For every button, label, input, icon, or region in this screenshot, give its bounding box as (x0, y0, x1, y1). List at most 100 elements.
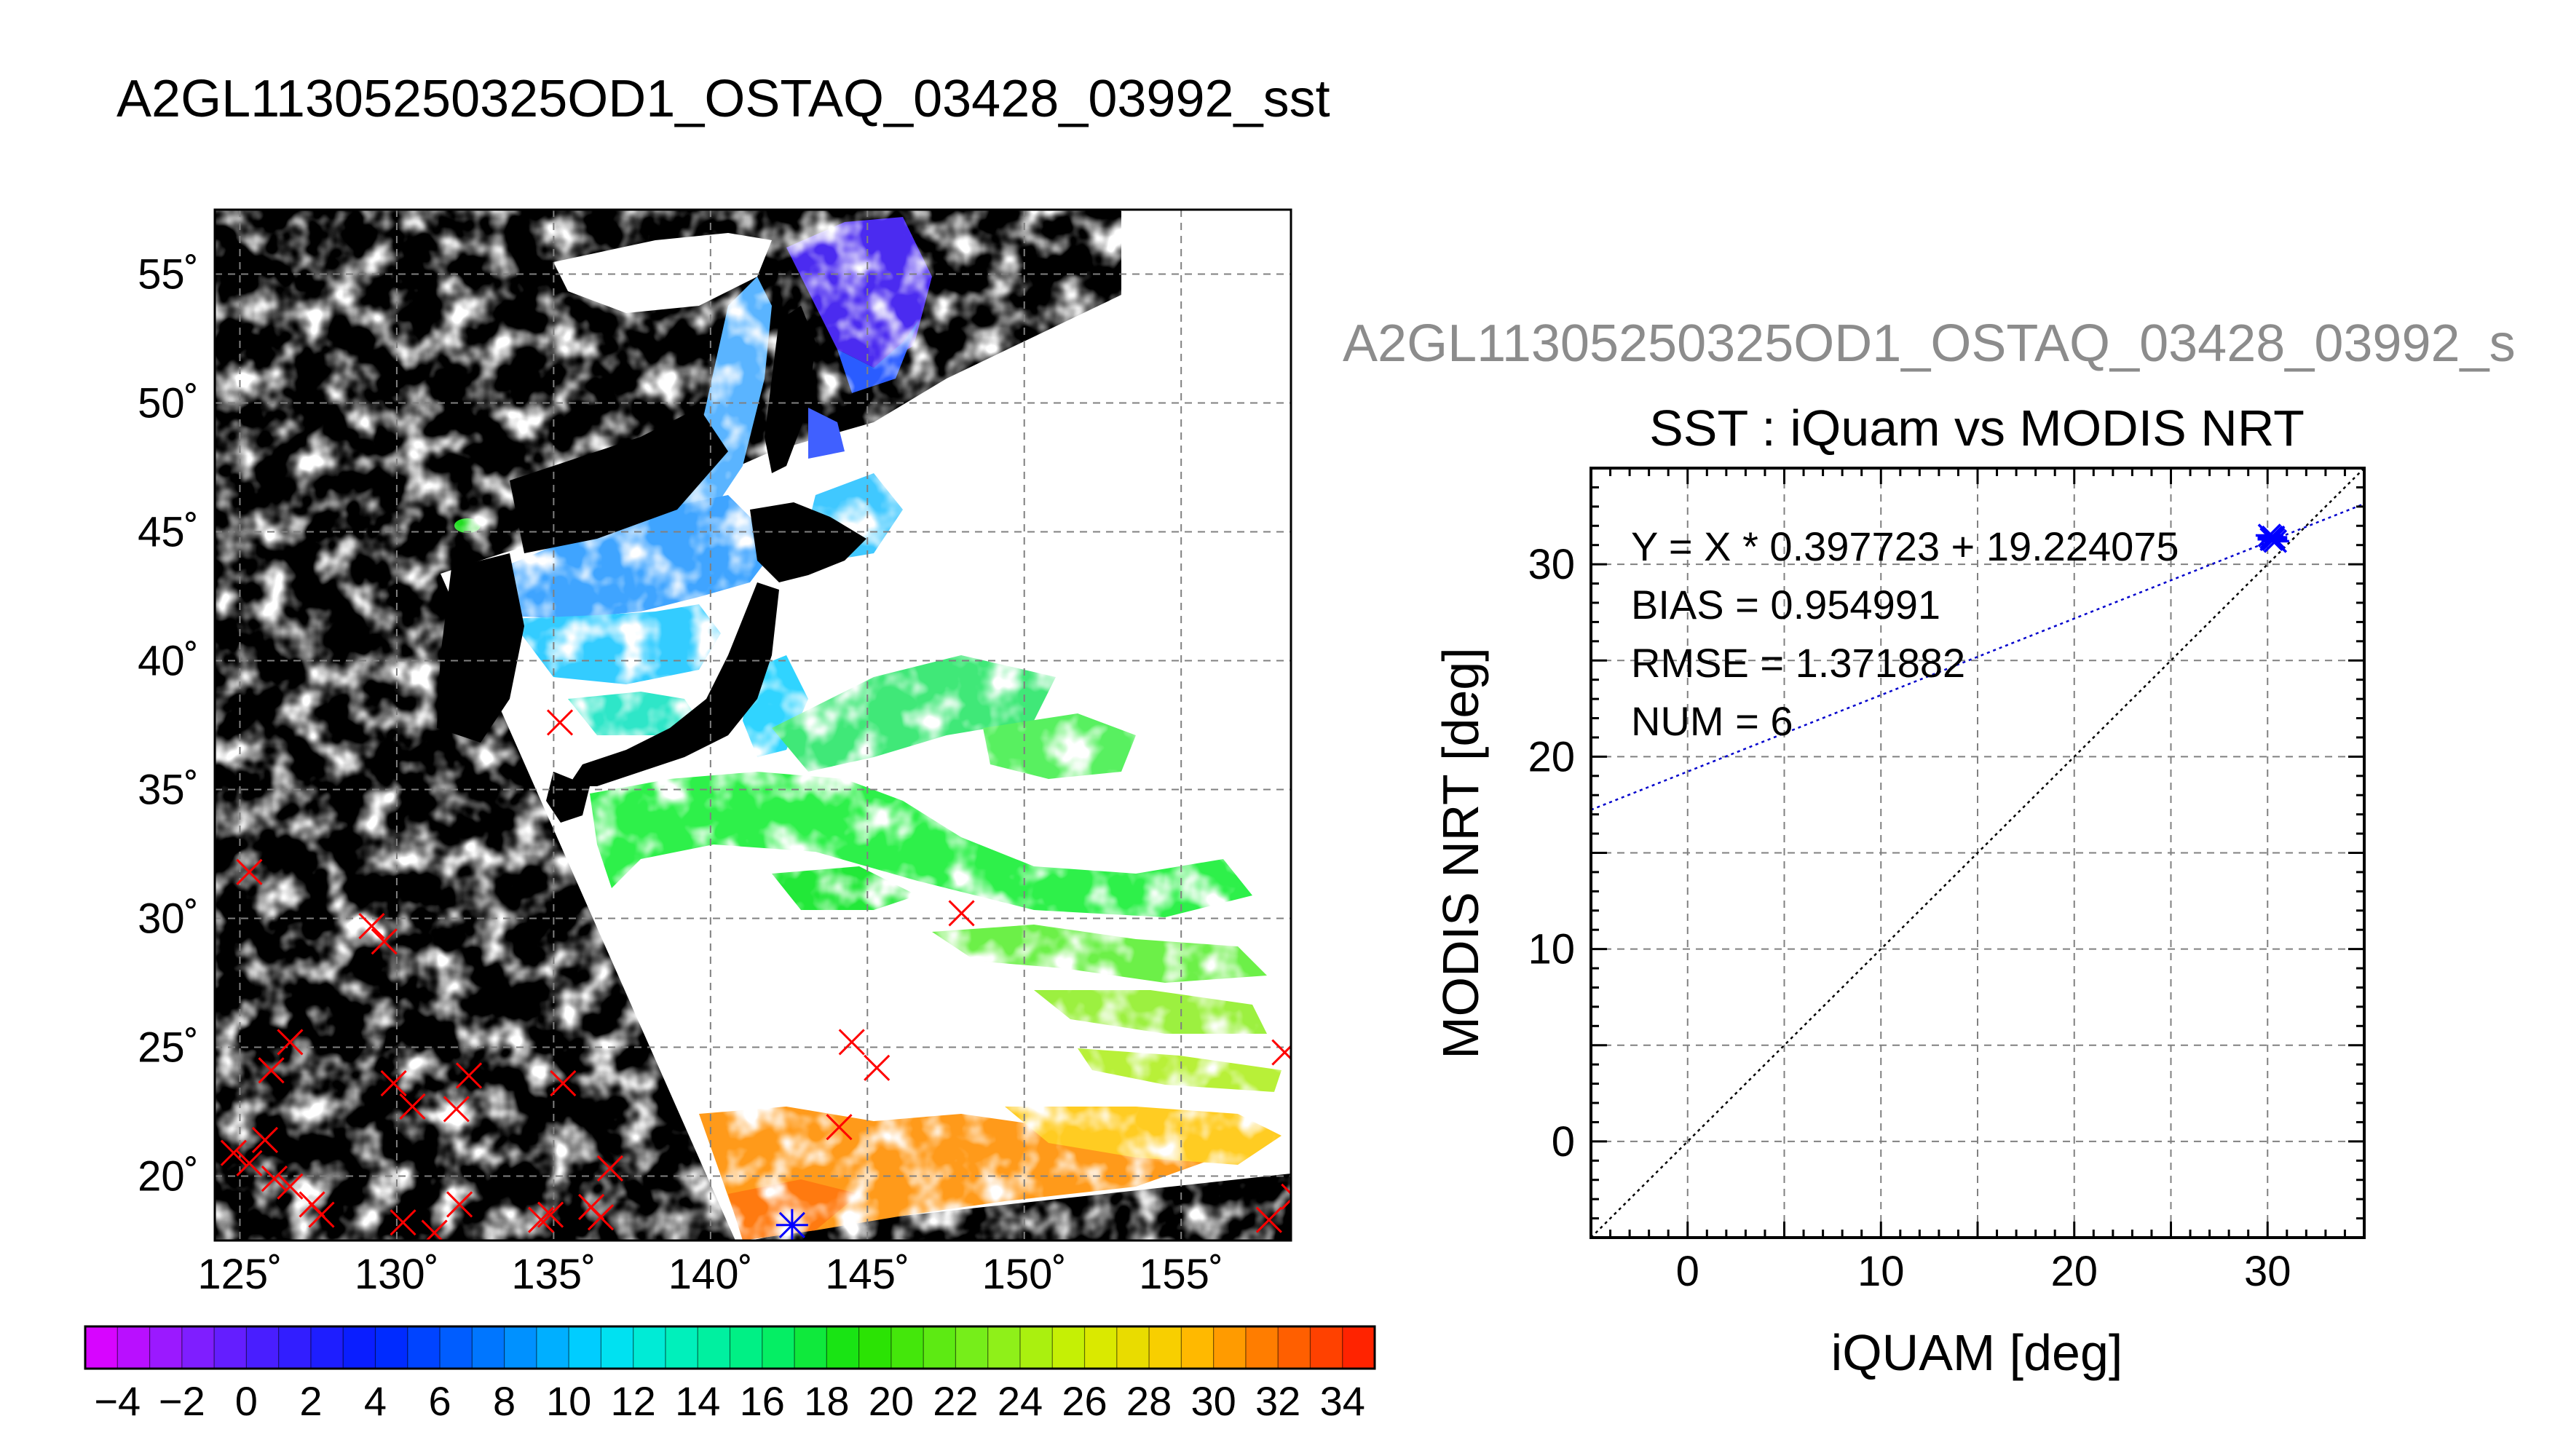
lon-tick-label: 125˚ (197, 1251, 282, 1298)
sst-region-okhotsk-inner (553, 233, 772, 313)
insitu-marker (261, 1165, 288, 1192)
map-lat-labels: 55˚ 50˚ 45˚ 40˚ 35˚ 30˚ 25˚ 20˚ (138, 251, 199, 1200)
colorbar-tick-label: 18 (804, 1378, 849, 1424)
scatter-grid (1591, 468, 2364, 1238)
insitu-marker (443, 1096, 470, 1123)
colorbar-tick-label: 22 (933, 1378, 978, 1424)
colorbar-segment (246, 1326, 280, 1369)
insitu-marker (1281, 1183, 1291, 1210)
insitu-marker (826, 1114, 853, 1141)
colorbar-segment (1084, 1326, 1118, 1369)
lon-tick-label: 140˚ (668, 1251, 753, 1298)
lon-tick-label: 150˚ (982, 1251, 1067, 1298)
x-tick-label: 20 (2050, 1248, 2098, 1295)
land (437, 306, 866, 823)
insitu-marker (308, 1201, 335, 1228)
colorbar-segment (891, 1326, 924, 1369)
cloud-mask (215, 210, 1291, 1241)
y-tick-labels: 0 10 20 30 (1528, 541, 1575, 1166)
insitu-marker (421, 1219, 448, 1241)
y-tick-label: 20 (1528, 733, 1575, 780)
colorbar-segment (601, 1326, 634, 1369)
colorbar-segment (536, 1326, 569, 1369)
y-tick-label: 30 (1528, 541, 1575, 588)
colorbar-tick-label: 8 (493, 1378, 516, 1424)
colorbar-tick-label: −4 (94, 1378, 141, 1424)
colorbar-segment (794, 1326, 827, 1369)
colorbar-segment (278, 1326, 312, 1369)
insitu-marker (948, 900, 975, 927)
map-lon-labels: 125˚ 130˚ 135˚ 140˚ 145˚ 150˚ 155˚ (197, 1251, 1223, 1298)
colorbar-segment (375, 1326, 408, 1369)
colorbar-segment (923, 1326, 957, 1369)
lon-tick-label: 130˚ (355, 1251, 439, 1298)
lon-tick-label: 135˚ (511, 1251, 596, 1298)
colorbar-segment (214, 1326, 247, 1369)
lat-tick-label: 20˚ (138, 1153, 199, 1200)
colorbar-tick-label: 32 (1255, 1378, 1300, 1424)
colorbar-tick-label: 16 (740, 1378, 785, 1424)
colorbar-tick-label: 34 (1320, 1378, 1365, 1424)
colorbar-tick-label: 0 (235, 1378, 258, 1424)
colorbar-segment (1278, 1326, 1311, 1369)
lat-tick-label: 30˚ (138, 895, 199, 943)
x-axis-label: iQUAM [deg] (1831, 1324, 2123, 1381)
insitu-marker (236, 1150, 263, 1176)
scatter-points (2255, 523, 2289, 553)
colorbar-segment (955, 1326, 989, 1369)
colorbar-tick-label: 24 (998, 1378, 1043, 1424)
colorbar-segment (85, 1326, 118, 1369)
colorbar-tick-label: 20 (869, 1378, 914, 1424)
sst-region-okhotsk-blue (808, 408, 845, 459)
colorbar-segment (343, 1326, 376, 1369)
insitu-marker (1255, 1206, 1282, 1233)
colorbar-tick-label: 28 (1126, 1378, 1172, 1424)
insitu-marker (838, 1029, 865, 1056)
colorbar-segment (633, 1326, 666, 1369)
colorbar-tick-label: 30 (1190, 1378, 1236, 1424)
insitu-marker (251, 1126, 279, 1154)
data-point (2261, 529, 2289, 553)
land-korea (437, 553, 524, 743)
insitu-marker (455, 1062, 483, 1089)
insitu-marker (546, 709, 574, 736)
colorbar-segment (826, 1326, 860, 1369)
land-kyushu (546, 772, 590, 823)
stats-rmse: RMSE = 1.371882 (1631, 640, 1965, 686)
scatter-plot: 0 10 20 30 0 10 20 30 Y = X * 0.397723 + 19.22… (1432, 467, 2366, 1381)
insitu-marker (587, 1204, 615, 1231)
scatter-title: SST : iQuam vs MODIS NRT (1649, 400, 2305, 456)
insitu-marker (371, 928, 398, 955)
colorbar-segment (987, 1326, 1021, 1369)
land-sakhalin (765, 306, 816, 473)
colorbar-labels: −4 −2 0 2 4 6 8 10 12 14 16 18 20 22 24 26 28 30 32 34 (94, 1378, 1365, 1424)
scatter-ticks (1590, 467, 2366, 1239)
insitu-marker (864, 1054, 891, 1081)
colorbar-tick-label: 6 (428, 1378, 451, 1424)
insitu-marker (380, 1069, 407, 1097)
insitu-marker (277, 1029, 304, 1056)
insitu-marker (537, 1201, 564, 1228)
colorbar-segment (1052, 1326, 1086, 1369)
colorbar-segment (858, 1326, 892, 1369)
colorbar-tick-label: 4 (364, 1378, 387, 1424)
identity-line (1591, 468, 2364, 1238)
colorbar-segment (1213, 1326, 1247, 1369)
insitu-marker (236, 858, 263, 885)
matched-markers (775, 1208, 808, 1241)
x-tick-label: 10 (1857, 1248, 1905, 1295)
matched-marker (775, 1208, 808, 1241)
insitu-marker (277, 1173, 304, 1200)
lon-tick-label: 145˚ (825, 1251, 909, 1298)
colorbar-segment (665, 1326, 698, 1369)
x-tick-label: 0 (1676, 1248, 1699, 1295)
insitu-markers (220, 709, 1291, 1241)
colorbar-segment (1019, 1326, 1053, 1369)
x-tick-labels: 0 10 20 30 (1676, 1248, 2291, 1295)
colorbar-segment (440, 1326, 473, 1369)
insitu-marker (550, 1069, 577, 1097)
stats-bias: BIAS = 0.954991 (1631, 582, 1940, 628)
graticule (215, 210, 1291, 1241)
colorbar-tick-label: 10 (546, 1378, 591, 1424)
colorbar-segment (730, 1326, 763, 1369)
